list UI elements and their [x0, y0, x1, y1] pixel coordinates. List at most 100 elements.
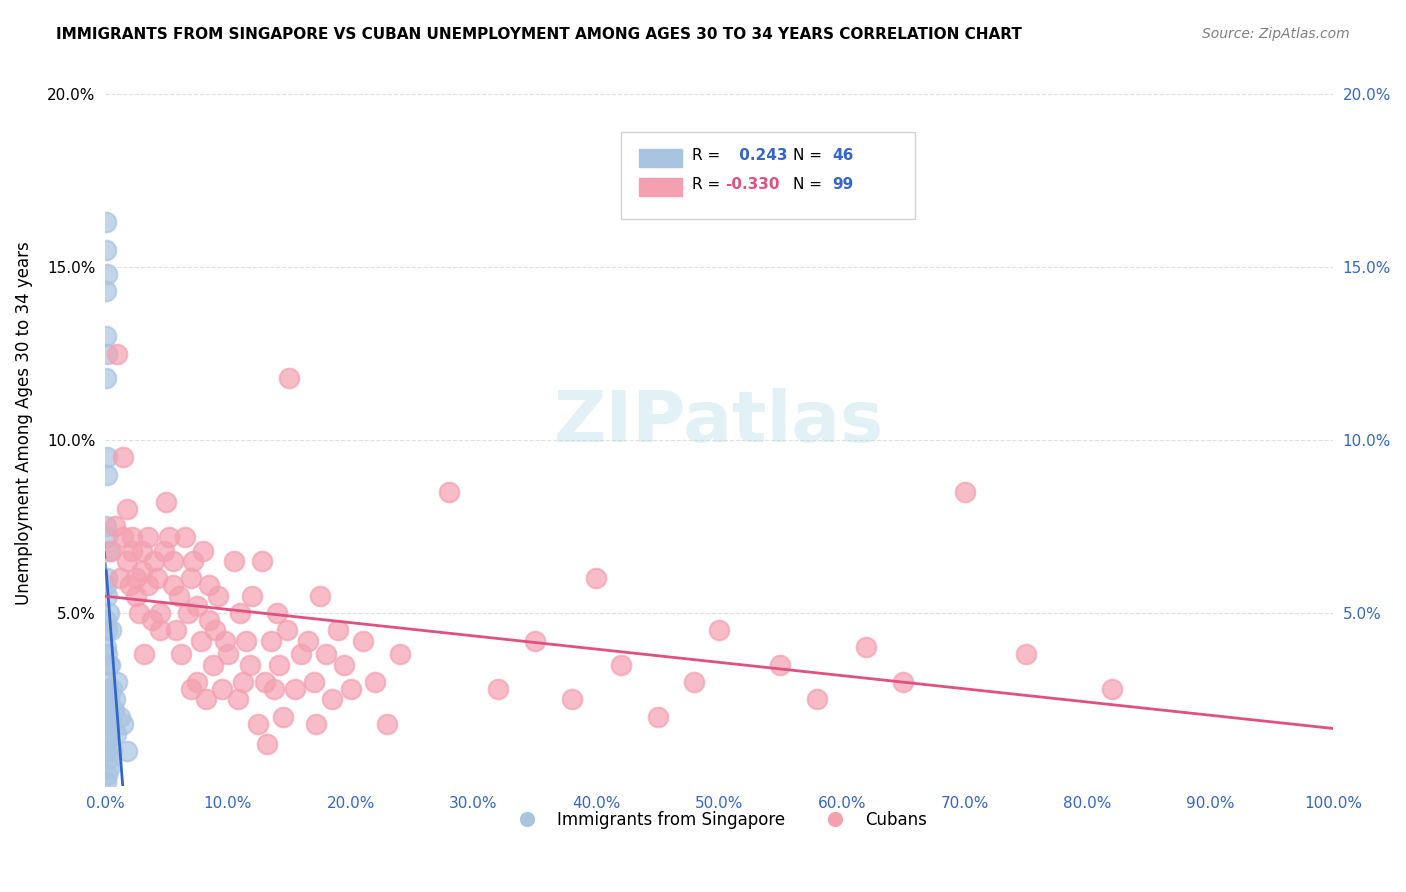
Point: [263, 681, 285, 696]
Point: [302, 675, 325, 690]
Point: [1101, 681, 1123, 696]
Legend: Immigrants from Singapore, Cubans: Immigrants from Singapore, Cubans: [503, 805, 934, 836]
Point: [134, 648, 156, 662]
Point: [97, 657, 120, 672]
Point: [183, 554, 205, 568]
Point: [437, 484, 460, 499]
Point: [96, 589, 118, 603]
Text: IMMIGRANTS FROM SINGAPORE VS CUBAN UNEMPLOYMENT AMONG AGES 30 TO 34 YEARS CORREL: IMMIGRANTS FROM SINGAPORE VS CUBAN UNEMP…: [56, 27, 1022, 42]
Point: [235, 633, 257, 648]
Point: [96, 623, 118, 637]
Point: [1015, 648, 1038, 662]
Point: [806, 692, 828, 706]
Point: [231, 675, 253, 690]
Point: [118, 578, 141, 592]
Point: [561, 692, 583, 706]
Point: [278, 370, 301, 384]
Point: [177, 606, 200, 620]
Point: [98, 703, 121, 717]
Point: [96, 734, 118, 748]
Point: [162, 554, 184, 568]
Text: 0.243: 0.243: [734, 148, 787, 163]
Point: [105, 675, 128, 690]
Y-axis label: Unemployment Among Ages 30 to 34 years: Unemployment Among Ages 30 to 34 years: [15, 241, 32, 605]
Point: [523, 633, 546, 648]
Point: [256, 737, 278, 751]
Point: [96, 370, 118, 384]
Point: [96, 450, 118, 465]
Point: [96, 648, 118, 662]
Point: [141, 613, 163, 627]
Point: [108, 709, 131, 723]
Point: [707, 623, 730, 637]
Point: [100, 543, 122, 558]
Text: ZIPatlas: ZIPatlas: [554, 388, 884, 458]
Point: [647, 709, 669, 723]
Point: [143, 554, 166, 568]
Point: [271, 709, 294, 723]
Point: [96, 519, 118, 533]
Point: [103, 703, 125, 717]
Text: 99: 99: [832, 177, 853, 192]
Point: [321, 692, 343, 706]
Point: [194, 692, 217, 706]
Point: [240, 589, 263, 603]
Point: [96, 744, 118, 758]
Text: R =: R =: [692, 177, 720, 192]
Point: [284, 681, 307, 696]
FancyBboxPatch shape: [620, 132, 915, 219]
Point: [186, 599, 208, 613]
Point: [239, 657, 262, 672]
Point: [101, 744, 124, 758]
Point: [97, 762, 120, 776]
Point: [180, 571, 202, 585]
Point: [222, 554, 245, 568]
Point: [377, 716, 399, 731]
Point: [352, 633, 374, 648]
Point: [136, 578, 159, 592]
Point: [198, 578, 221, 592]
Point: [131, 565, 153, 579]
Point: [125, 589, 148, 603]
Point: [269, 657, 291, 672]
Point: [131, 543, 153, 558]
Bar: [640, 149, 682, 167]
Point: [165, 623, 187, 637]
Point: [953, 484, 976, 499]
Point: [190, 633, 212, 648]
Point: [115, 554, 138, 568]
Point: [276, 623, 298, 637]
Point: [125, 571, 148, 585]
Point: [128, 606, 150, 620]
Point: [162, 578, 184, 592]
Point: [96, 215, 118, 229]
Point: [173, 530, 195, 544]
Point: [305, 716, 328, 731]
Point: [112, 716, 135, 731]
Point: [97, 543, 120, 558]
Point: [315, 648, 337, 662]
Point: [136, 530, 159, 544]
Point: [149, 606, 172, 620]
Point: [100, 716, 122, 731]
Point: [855, 640, 877, 655]
Point: [155, 495, 177, 509]
Point: [683, 675, 706, 690]
Point: [339, 681, 361, 696]
Text: -0.330: -0.330: [725, 177, 779, 192]
Point: [98, 751, 121, 765]
Point: [170, 648, 193, 662]
Bar: [640, 178, 682, 196]
Point: [157, 530, 180, 544]
Point: [96, 329, 118, 343]
Point: [121, 543, 143, 558]
Point: [97, 692, 120, 706]
Point: [104, 692, 127, 706]
Point: [149, 623, 172, 637]
Point: [97, 727, 120, 741]
Point: [297, 633, 319, 648]
Text: Source: ZipAtlas.com: Source: ZipAtlas.com: [1202, 27, 1350, 41]
Point: [180, 681, 202, 696]
Point: [96, 613, 118, 627]
Point: [229, 606, 252, 620]
